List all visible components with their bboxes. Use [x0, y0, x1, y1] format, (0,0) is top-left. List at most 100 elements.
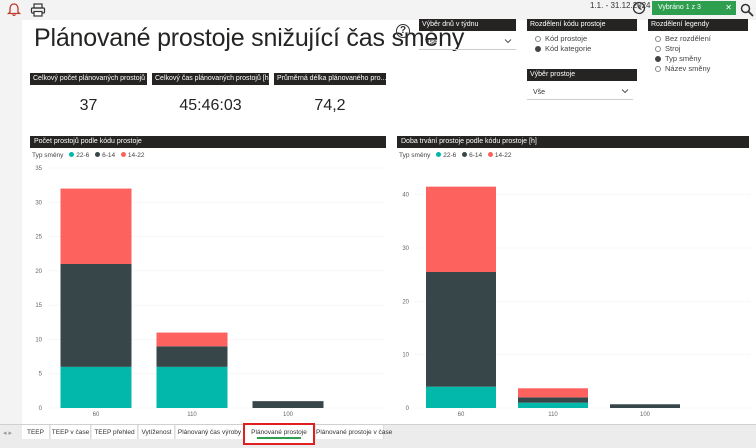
legend-title: Typ směny — [32, 152, 64, 159]
y-tick-label: 20 — [402, 299, 409, 305]
bar-segment — [156, 366, 228, 408]
tab-teep[interactable]: TEEP — [22, 425, 50, 439]
tab-label: TEEP — [27, 429, 44, 436]
radio-dot — [655, 56, 661, 62]
chart1-legend: Typ směny 22-6 6-14 14-22 — [32, 152, 145, 159]
y-tick-label: 5 — [39, 372, 43, 378]
bar-segment — [252, 401, 324, 408]
chart1-title: Počet prostojů podle kódu prostoje — [30, 136, 386, 148]
x-tick-label: 110 — [548, 412, 558, 418]
legend-item[interactable]: 14-22 — [494, 152, 512, 159]
x-tick-label: 110 — [187, 412, 197, 418]
date-range: 1.1. - 31.12.2024 — [590, 1, 651, 10]
tab-label: Plánovaný čas výroby — [177, 429, 242, 436]
left-margin — [0, 20, 22, 424]
active-tab-underline — [257, 437, 301, 439]
radio-none-label: Bez rozdělení — [665, 34, 711, 43]
radio-code[interactable]: Kód prostoje — [535, 34, 587, 43]
legend-swatch — [436, 152, 442, 157]
radio-machine[interactable]: Stroj — [655, 44, 680, 53]
x-tick-label: 100 — [283, 412, 294, 418]
bar-segment — [60, 264, 132, 367]
day-filter-dropdown[interactable]: Vše — [419, 34, 516, 50]
legend-item[interactable]: 22-6 — [443, 152, 457, 159]
bar-segment — [518, 397, 588, 403]
radio-dot — [655, 36, 661, 42]
tab-label: TEEP přehled — [94, 429, 135, 436]
chevron-down-icon — [621, 89, 629, 94]
search-icon[interactable] — [740, 3, 754, 17]
tab-label: Vytíženost — [141, 429, 172, 436]
chart2-legend: Typ směny 22-6 6-14 14-22 — [399, 152, 512, 159]
bar-segment — [156, 332, 228, 347]
downtime-filter-dropdown[interactable]: Vše — [527, 84, 633, 100]
y-tick-label: 25 — [35, 235, 42, 241]
bar-segment — [518, 388, 588, 398]
tab-nav-arrows[interactable]: ◂ ▸ — [3, 430, 12, 437]
radio-shift-type-label: Typ směny — [665, 54, 702, 63]
chevron-down-icon — [504, 39, 512, 44]
y-tick-label: 20 — [35, 269, 42, 275]
code-split-label: Rozdělení kódu prostoje — [527, 19, 637, 31]
legend-item[interactable]: 22-6 — [76, 152, 90, 159]
y-tick-label: 0 — [406, 406, 410, 412]
question-icon[interactable]: ? — [396, 24, 410, 38]
print-icon[interactable] — [30, 3, 46, 17]
tab-label: Plánované prostoje — [251, 429, 307, 436]
y-tick-label: 10 — [402, 353, 409, 359]
kpi-count-value: 37 — [79, 97, 98, 114]
x-tick-label: 60 — [93, 412, 100, 418]
radio-dot — [535, 46, 541, 52]
radio-shift-name-label: Název směny — [665, 64, 711, 73]
tab-label: TEEP v čase — [51, 429, 90, 436]
y-tick-label: 30 — [402, 246, 409, 252]
y-tick-label: 30 — [35, 200, 42, 206]
kpi-avg-label: Průměrná délka plánovaného pro... — [274, 73, 386, 85]
tab-teep-overview[interactable]: TEEP přehled — [92, 425, 138, 439]
radio-shift-type[interactable]: Typ směny — [655, 54, 701, 63]
chart2-plot: 0 10 20 30 40 60 110 100 — [402, 186, 751, 418]
clock-icon[interactable] — [632, 1, 646, 15]
legend-swatch — [487, 152, 493, 157]
legend-swatch — [69, 152, 75, 157]
radio-none[interactable]: Bez rozdělení — [655, 34, 711, 43]
close-icon[interactable]: ✕ — [725, 3, 732, 12]
chart2-title: Doba trvání prostoje podle kódu prostoje… — [397, 136, 749, 148]
kpi-time-value: 45:46:03 — [179, 97, 242, 114]
bar-segment — [426, 186, 496, 272]
radio-category-label: Kód kategorie — [545, 44, 592, 53]
legend-swatch — [95, 152, 101, 157]
tab-label: Plánované prostoje v čase — [316, 429, 393, 436]
tab-planned-downtime[interactable]: Plánované prostoje — [243, 423, 315, 445]
y-tick-label: 15 — [35, 303, 42, 309]
bar-segment — [426, 272, 496, 387]
tab-planned-production-time[interactable]: Plánovaný čas výroby — [176, 425, 244, 439]
legend-item[interactable]: 6-14 — [102, 152, 116, 159]
page-tab-bar: ◂ ▸ TEEP TEEP v čase TEEP přehled Vytíže… — [0, 423, 756, 448]
day-filter-value: Vše — [425, 39, 438, 46]
tab-teep-time[interactable]: TEEP v čase — [51, 425, 91, 439]
radio-shift-name[interactable]: Název směny — [655, 64, 710, 73]
tab-planned-downtime-time[interactable]: Plánované prostoje v čase — [316, 425, 392, 439]
legend-swatch — [462, 152, 468, 157]
y-tick-label: 0 — [39, 406, 43, 412]
bell-icon[interactable] — [6, 3, 22, 17]
legend-item[interactable]: 6-14 — [469, 152, 483, 159]
radio-dot — [655, 66, 661, 72]
radio-dot — [535, 36, 541, 42]
radio-code-label: Kód prostoje — [545, 34, 588, 43]
legend-item[interactable]: 14-22 — [127, 152, 145, 159]
radio-dot — [655, 46, 661, 52]
bar-segment — [518, 402, 588, 408]
x-tick-label: 100 — [640, 412, 651, 418]
radio-category[interactable]: Kód kategorie — [535, 44, 591, 53]
radio-machine-label: Stroj — [665, 44, 681, 53]
bar-segment — [156, 346, 228, 367]
tab-utilization[interactable]: Vytíženost — [139, 425, 175, 439]
downtime-filter-label: Výběr prostoje — [527, 69, 637, 81]
bar-segment — [60, 188, 132, 264]
y-tick-label: 35 — [35, 166, 42, 172]
kpi-avg-value: 74,2 — [314, 97, 346, 114]
selection-badge[interactable]: Vybráno 1 z 3 ✕ — [652, 1, 736, 15]
top-bar: 1.1. - 31.12.2024 Vybráno 1 z 3 ✕ — [0, 0, 756, 20]
